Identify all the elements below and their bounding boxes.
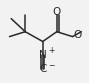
Text: O: O [73, 30, 82, 40]
Text: N: N [39, 50, 47, 60]
Text: O: O [53, 7, 61, 17]
Text: C: C [39, 64, 46, 74]
Text: +: + [48, 46, 54, 55]
Text: −: − [48, 62, 54, 70]
